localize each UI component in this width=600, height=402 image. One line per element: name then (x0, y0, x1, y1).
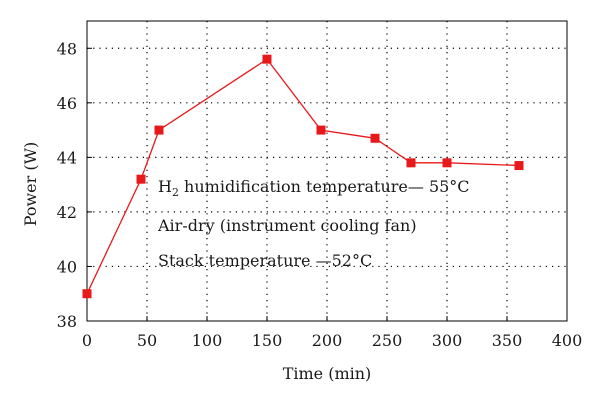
data-point-marker (136, 174, 146, 184)
x-tick-label: 50 (137, 331, 157, 350)
x-tick-label: 300 (432, 331, 463, 350)
annotation-h2-humidification: H2 humidification temperature— 55°C (158, 177, 470, 199)
data-point-marker (82, 289, 92, 299)
data-point-marker (406, 158, 416, 168)
data-point-marker (316, 125, 326, 135)
data-point-marker (442, 158, 452, 168)
y-tick-label: 38 (57, 312, 77, 331)
y-tick-label: 40 (57, 257, 77, 276)
x-tick-label: 200 (312, 331, 343, 350)
annotation-air-dry: Air-dry (instrument cooling fan) (157, 216, 417, 235)
x-tick-label: 100 (192, 331, 223, 350)
y-tick-label: 48 (57, 39, 77, 58)
data-point-marker (262, 54, 272, 64)
y-axis-title: Power (W) (21, 142, 40, 227)
data-point-marker (514, 161, 524, 171)
grid (87, 21, 567, 321)
x-tick-label: 0 (82, 331, 92, 350)
x-tick-label: 250 (372, 331, 403, 350)
y-tick-label: 44 (57, 148, 77, 167)
series (82, 54, 524, 299)
data-point-marker (154, 125, 164, 135)
x-axis-title: Time (min) (283, 364, 372, 383)
y-tick-label: 42 (57, 203, 77, 222)
x-tick-label: 350 (492, 331, 523, 350)
y-tick-label: 46 (57, 94, 77, 113)
axis-ticks: 0 50 100 150 200 250 300 350 400 38 40 42 44 46 48 (57, 39, 583, 350)
x-tick-label: 400 (552, 331, 583, 350)
x-tick-label: 150 (252, 331, 283, 350)
data-point-marker (370, 133, 380, 143)
annotation-stack-temperature: Stack temperature —52°C (158, 251, 372, 270)
